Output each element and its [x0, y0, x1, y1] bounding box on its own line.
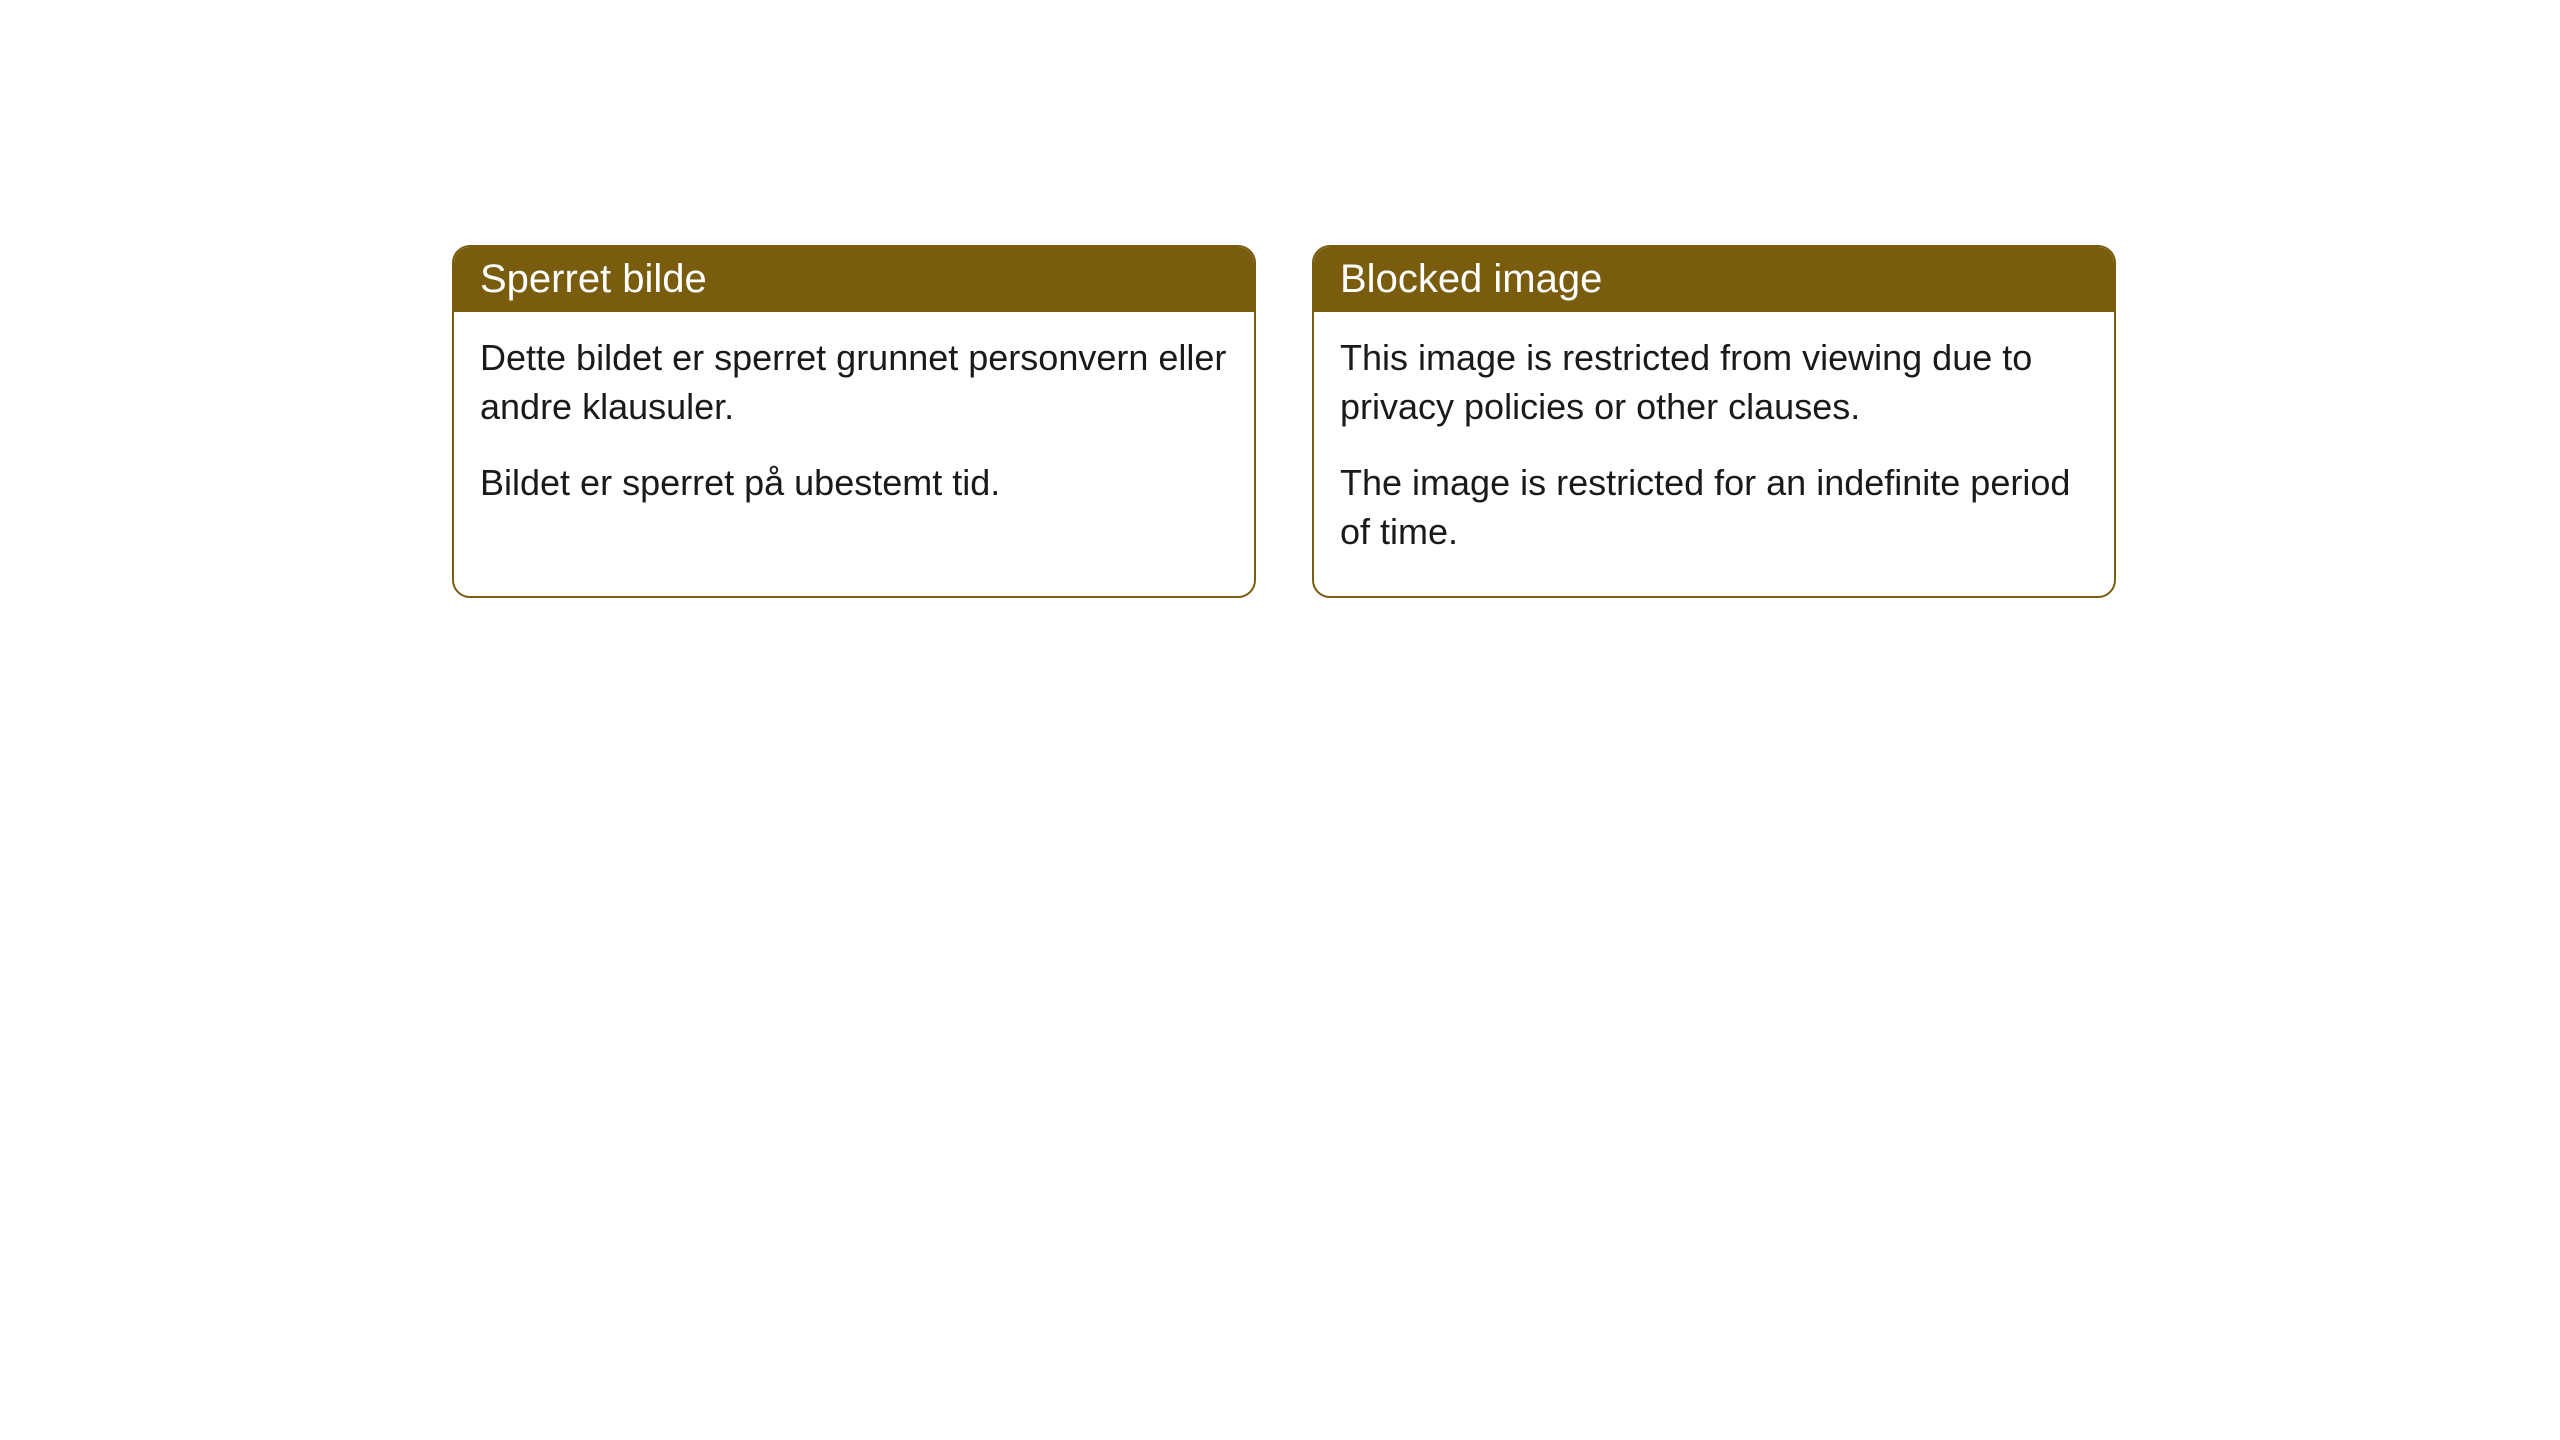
card-paragraph: The image is restricted for an indefinit… [1340, 459, 2088, 556]
card-header: Blocked image [1314, 247, 2114, 312]
card-title: Sperret bilde [480, 257, 707, 301]
card-paragraph: Bildet er sperret på ubestemt tid. [480, 459, 1228, 508]
card-body: This image is restricted from viewing du… [1314, 312, 2114, 596]
notice-card-norwegian: Sperret bilde Dette bildet er sperret gr… [452, 245, 1256, 598]
card-paragraph: Dette bildet er sperret grunnet personve… [480, 334, 1228, 431]
card-body: Dette bildet er sperret grunnet personve… [454, 312, 1254, 548]
card-title: Blocked image [1340, 257, 1602, 301]
card-header: Sperret bilde [454, 247, 1254, 312]
notice-cards-container: Sperret bilde Dette bildet er sperret gr… [452, 245, 2116, 598]
card-paragraph: This image is restricted from viewing du… [1340, 334, 2088, 431]
notice-card-english: Blocked image This image is restricted f… [1312, 245, 2116, 598]
